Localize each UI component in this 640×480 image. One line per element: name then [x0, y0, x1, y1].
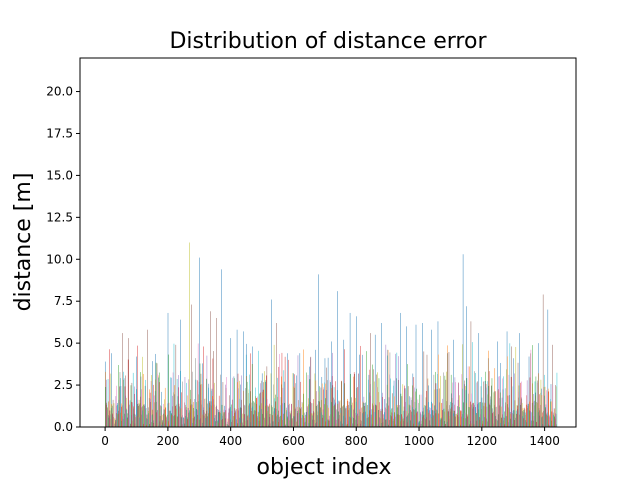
x-tick-label: 1000	[404, 434, 435, 448]
y-ticks: 0.0 2.5 5.0 7.5 10.0 12.5 15.0 17.5 20.0	[46, 85, 80, 434]
y-tick-label: 5.0	[54, 336, 73, 350]
bars-group	[104, 242, 558, 427]
y-tick-label: 20.0	[46, 85, 73, 99]
chart-title: Distribution of distance error	[169, 29, 487, 54]
x-tick-label: 800	[345, 434, 368, 448]
x-tick-label: 200	[156, 434, 179, 448]
y-tick-label: 2.5	[54, 378, 73, 392]
x-tick-label: 1400	[529, 434, 560, 448]
plot-frame	[79, 57, 577, 428]
y-axis-label: distance [m]	[11, 173, 36, 312]
y-tick-label: 12.5	[46, 210, 73, 224]
y-tick-label: 7.5	[54, 294, 73, 308]
x-ticks: 0 200 400 600 800 1000 1200 1400	[101, 427, 560, 448]
x-tick-label: 1200	[467, 434, 498, 448]
x-axis-label: object index	[257, 455, 392, 480]
y-tick-label: 10.0	[46, 252, 73, 266]
x-tick-label: 0	[101, 434, 109, 448]
y-tick-label: 0.0	[54, 420, 73, 434]
y-tick-label: 15.0	[46, 168, 73, 182]
x-tick-label: 600	[282, 434, 305, 448]
x-tick-label: 400	[219, 434, 242, 448]
y-tick-label: 17.5	[46, 126, 73, 140]
